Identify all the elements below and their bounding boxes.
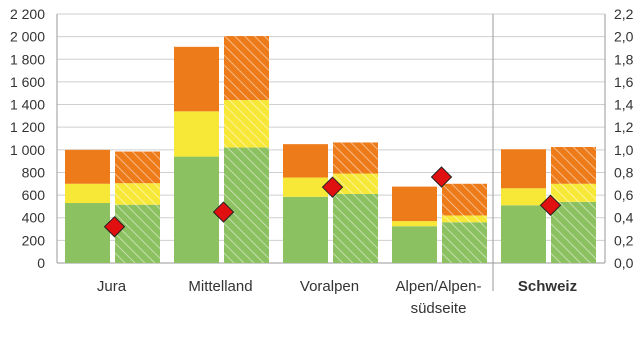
bar-segment — [501, 188, 546, 206]
diamond-marker — [321, 176, 344, 198]
y-left-tick-label: 1 400 — [10, 97, 45, 113]
y-right-tick-label: 0,0 — [614, 255, 634, 271]
bar-segment — [501, 205, 546, 263]
y-left-tick-label: 1 600 — [10, 74, 45, 90]
bar-segment — [174, 111, 219, 157]
bar-segment — [333, 173, 378, 194]
bar-segment — [224, 100, 269, 148]
y-right-tick-label: 1,4 — [614, 97, 634, 113]
diamond-marker — [103, 216, 126, 238]
category-label: Schweiz — [518, 278, 577, 295]
bar-segment — [283, 177, 328, 197]
bar-segment — [551, 146, 596, 184]
bar-segment — [442, 183, 487, 216]
bar-segment — [174, 156, 219, 263]
category-label: Mittelland — [188, 278, 252, 295]
bar-segment — [224, 36, 269, 101]
bar-segment — [392, 186, 437, 222]
y-left-tick-label: 2 200 — [10, 6, 45, 22]
y-right-tick-label: 1,8 — [614, 51, 634, 67]
y-right-tick-label: 2,0 — [614, 29, 634, 45]
bar-segment — [115, 183, 160, 205]
y-right-tick-label: 0,6 — [614, 187, 634, 203]
y-left-tick-label: 600 — [22, 187, 46, 203]
y-left-tick-label: 1 200 — [10, 119, 45, 135]
bar-segment — [115, 151, 160, 184]
bar-segment — [65, 183, 110, 204]
y-right-tick-label: 0,4 — [614, 210, 634, 226]
y-right-tick-label: 1,2 — [614, 119, 634, 135]
diamond-marker — [539, 194, 562, 216]
y-left-tick-label: 200 — [22, 232, 46, 248]
bar-segment — [392, 226, 437, 263]
bar-segment — [551, 183, 596, 202]
bar-segment — [65, 149, 110, 184]
bar-segment — [283, 196, 328, 263]
bar-segment — [442, 215, 487, 223]
y-left-tick-label: 1 800 — [10, 51, 45, 67]
bar-segment — [333, 142, 378, 174]
category-label: Jura — [97, 278, 127, 295]
bar-segment — [392, 221, 437, 227]
bar-segment — [501, 149, 546, 189]
y-right-tick-label: 1,0 — [614, 142, 634, 158]
y-left-tick-label: 400 — [22, 210, 46, 226]
bar-segment — [115, 204, 160, 263]
y-left-tick-label: 2 000 — [10, 29, 45, 45]
category-label: südseite — [411, 300, 467, 317]
diamond-marker — [212, 201, 235, 223]
y-left-tick-label: 1 000 — [10, 142, 45, 158]
bar-segment — [333, 193, 378, 263]
y-right-tick-label: 1,6 — [614, 74, 634, 90]
y-left-tick-label: 800 — [22, 164, 46, 180]
bar-segment — [224, 147, 269, 263]
bar-segment — [551, 201, 596, 263]
bar-segment — [65, 203, 110, 263]
diamond-marker — [430, 166, 453, 188]
category-label: Alpen/Alpen- — [396, 278, 482, 295]
y-left-tick-label: 0 — [37, 255, 45, 271]
bar-segment — [174, 46, 219, 112]
y-right-tick-label: 0,8 — [614, 164, 634, 180]
y-right-tick-label: 0,2 — [614, 232, 634, 248]
bar-segment — [283, 144, 328, 178]
category-label: Voralpen — [300, 278, 359, 295]
bar-segment — [442, 222, 487, 263]
y-right-tick-label: 2,2 — [614, 6, 634, 22]
